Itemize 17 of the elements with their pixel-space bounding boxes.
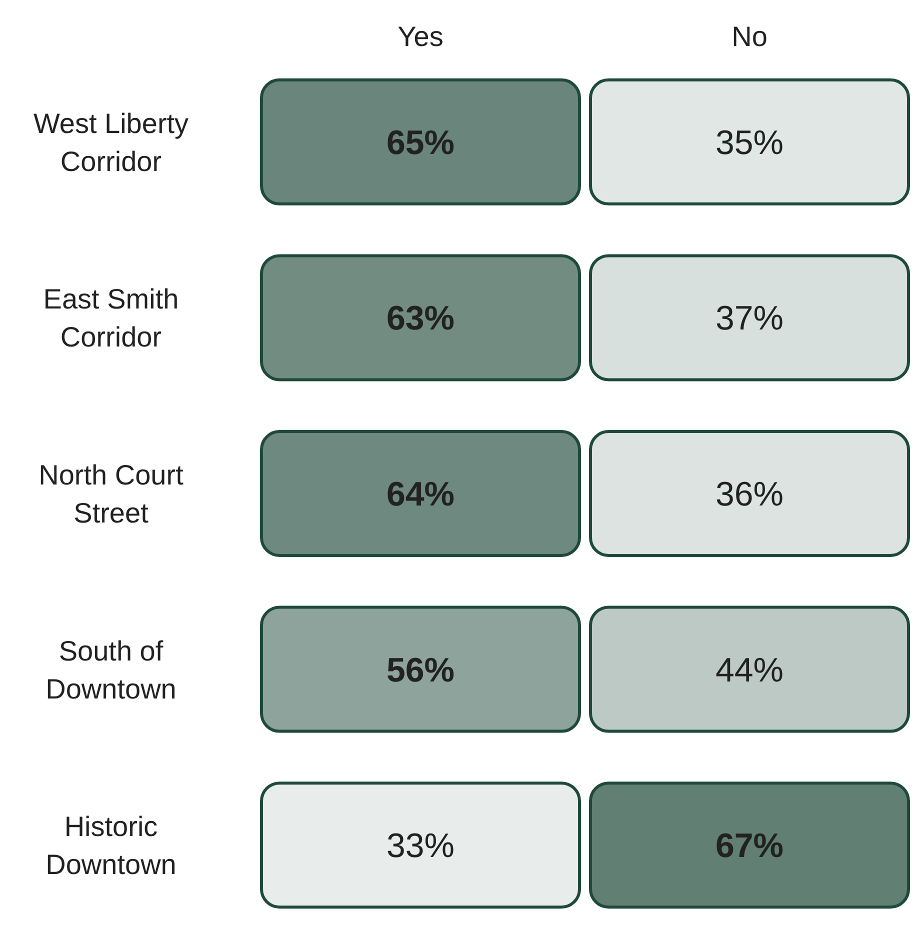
y-tick-label: Historic Downtown [46, 811, 176, 880]
data-label: 35% [715, 124, 784, 162]
data-label: 33% [386, 827, 455, 866]
data-label: 65% [386, 124, 455, 162]
data-label: 37% [715, 300, 784, 338]
data-label: 64% [386, 476, 455, 514]
y-tick-label: East Smith Corridor [43, 284, 179, 353]
data-label: 44% [715, 651, 784, 690]
y-tick-label: West Liberty Corridor [33, 108, 189, 177]
data-label: 63% [386, 300, 455, 338]
data-label: 36% [715, 476, 784, 514]
data-label: 56% [386, 651, 455, 690]
x-tick-label: No [732, 21, 768, 52]
y-tick-label: North Court Street [38, 460, 184, 528]
x-tick-label: Yes [398, 21, 444, 52]
y-tick-label: South of Downtown [46, 635, 176, 704]
data-label: 67% [715, 827, 784, 866]
